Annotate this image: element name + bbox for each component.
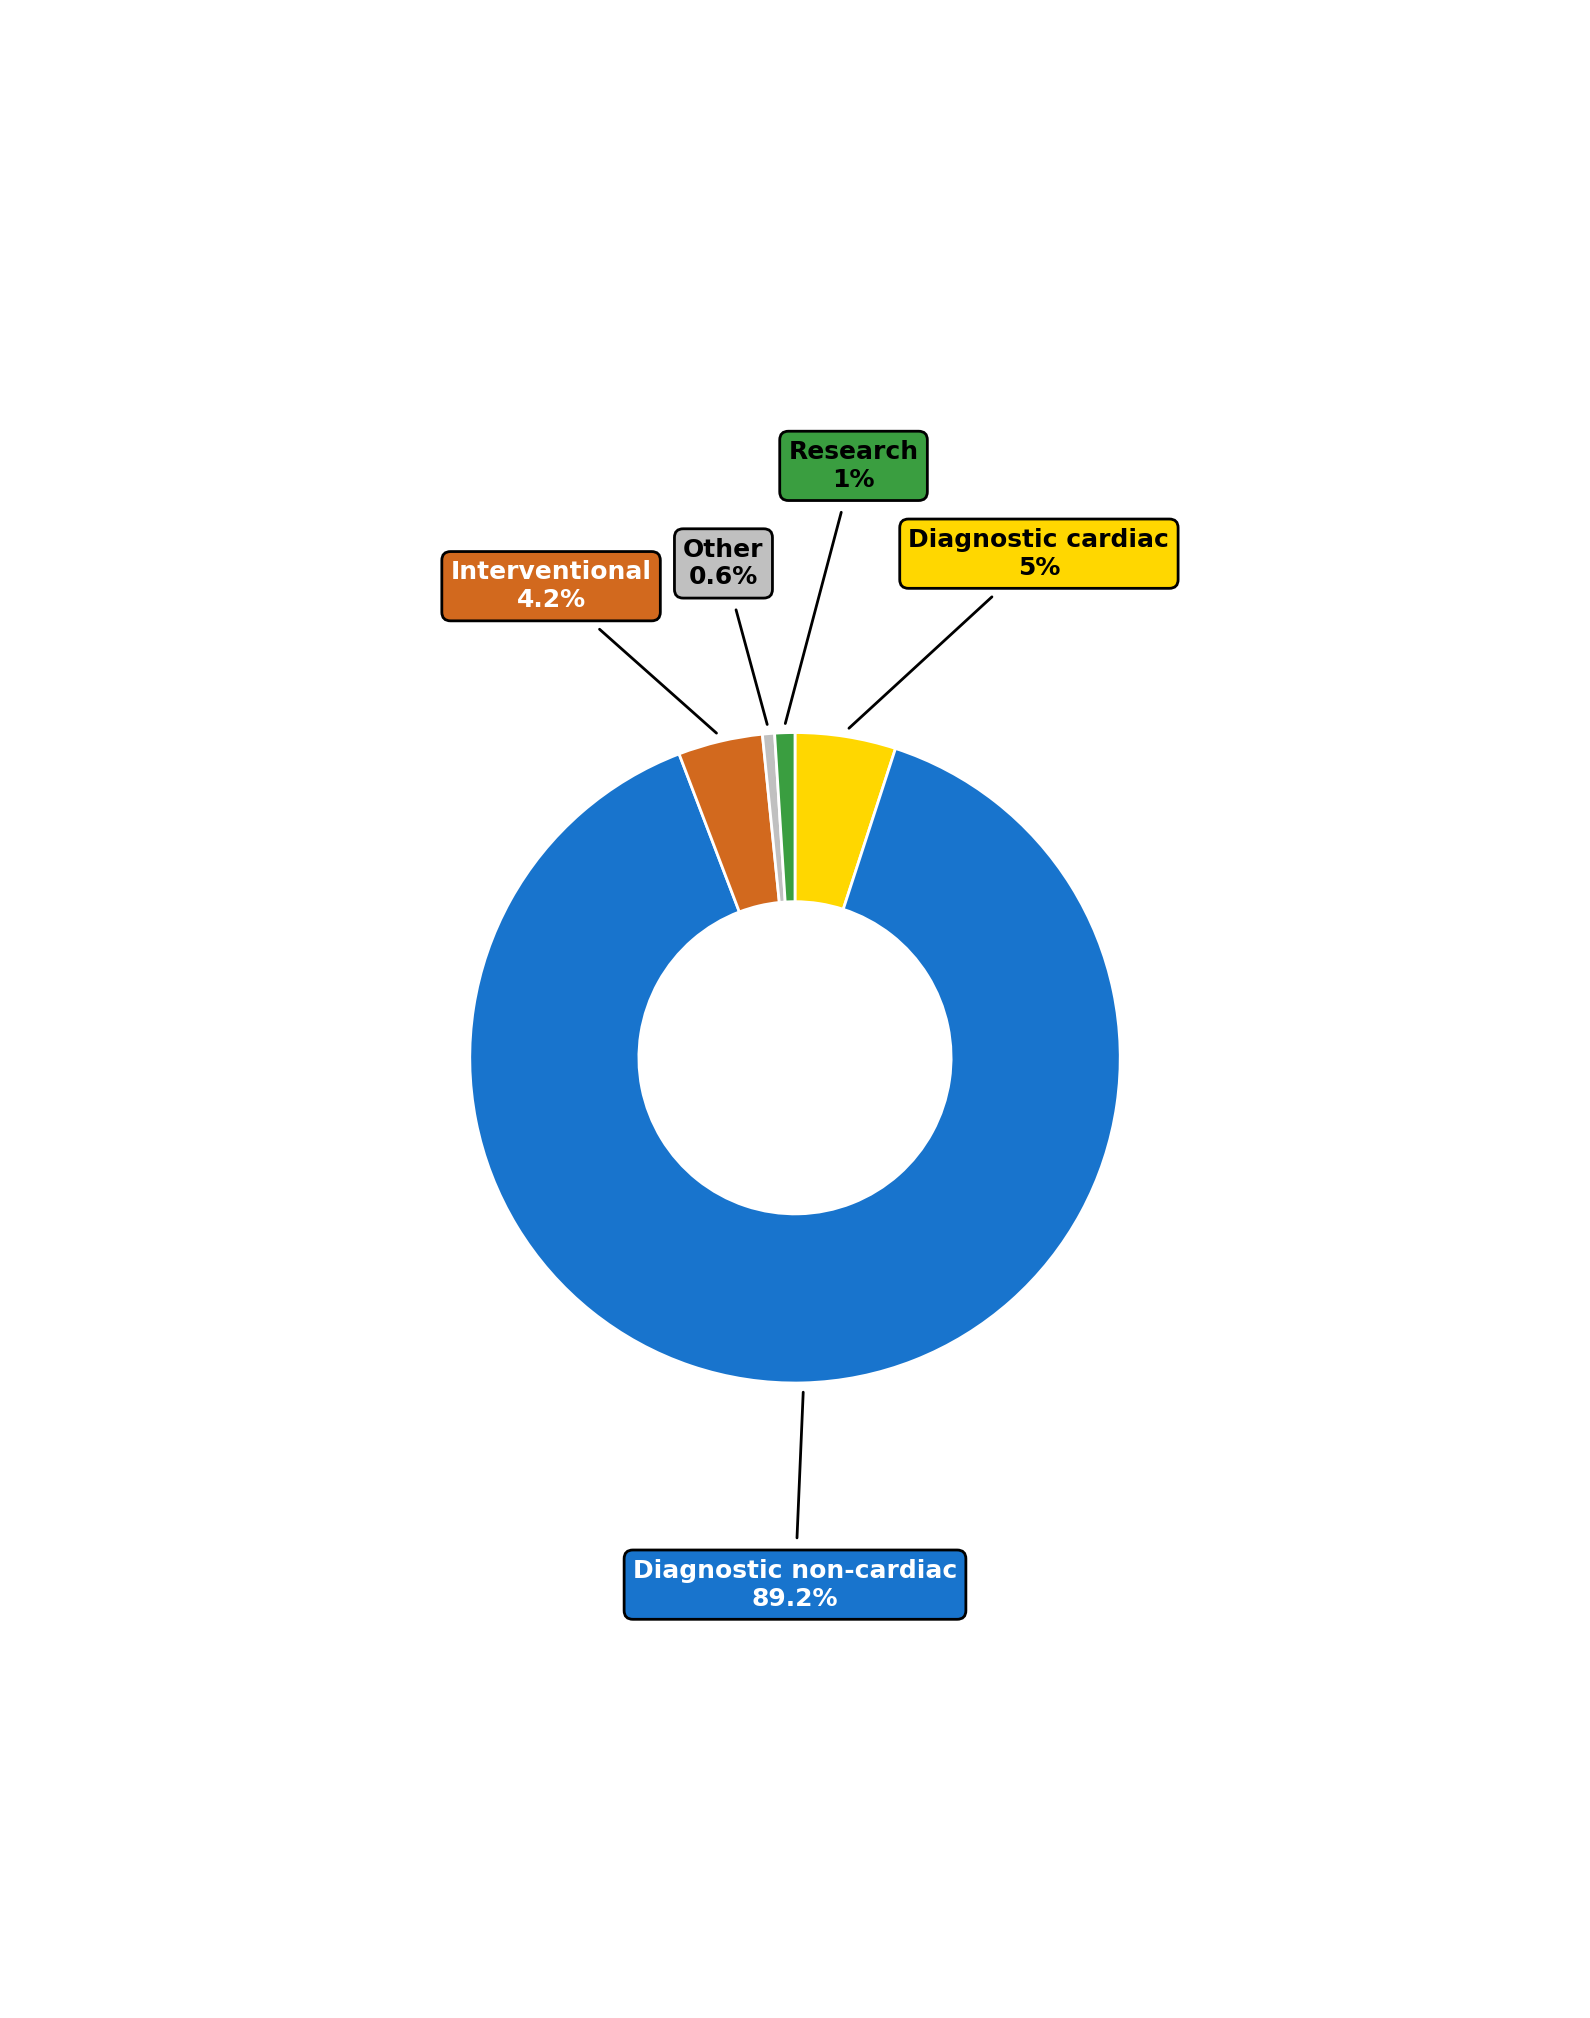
Wedge shape: [762, 733, 785, 902]
Text: Interventional
4.2%: Interventional 4.2%: [450, 561, 717, 733]
Text: Diagnostic cardiac
5%: Diagnostic cardiac 5%: [849, 529, 1169, 728]
Text: Diagnostic non-cardiac
89.2%: Diagnostic non-cardiac 89.2%: [633, 1392, 957, 1610]
Text: Research
1%: Research 1%: [785, 440, 919, 724]
Wedge shape: [469, 749, 1121, 1382]
Wedge shape: [679, 735, 779, 912]
Wedge shape: [795, 733, 895, 910]
Text: Other
0.6%: Other 0.6%: [684, 537, 768, 724]
Wedge shape: [774, 733, 795, 902]
